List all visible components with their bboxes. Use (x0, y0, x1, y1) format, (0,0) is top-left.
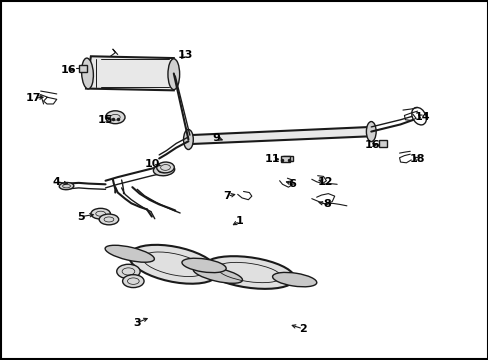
Bar (280, 156, 290, 162)
Polygon shape (203, 256, 294, 289)
Ellipse shape (59, 183, 74, 190)
Ellipse shape (117, 264, 140, 279)
Text: 9: 9 (212, 133, 220, 143)
Ellipse shape (183, 130, 193, 149)
Ellipse shape (167, 59, 179, 90)
Ellipse shape (366, 122, 375, 141)
Ellipse shape (81, 58, 93, 89)
Text: 11: 11 (264, 154, 280, 164)
Bar (378, 140, 386, 147)
Ellipse shape (105, 111, 125, 124)
Ellipse shape (157, 162, 174, 173)
Ellipse shape (272, 273, 316, 287)
Text: 10: 10 (145, 159, 160, 169)
Bar (282, 156, 293, 161)
Text: 8: 8 (323, 199, 330, 210)
Ellipse shape (122, 275, 144, 288)
Text: 1: 1 (235, 216, 243, 226)
Bar (79, 64, 87, 72)
Text: 16: 16 (61, 64, 77, 75)
Ellipse shape (182, 258, 226, 273)
Ellipse shape (411, 107, 426, 125)
Text: 14: 14 (414, 112, 429, 122)
Text: 5: 5 (77, 212, 85, 221)
Ellipse shape (193, 266, 242, 283)
Text: 6: 6 (288, 179, 296, 189)
Polygon shape (129, 245, 218, 284)
Ellipse shape (105, 245, 154, 262)
Text: 3: 3 (133, 318, 141, 328)
Ellipse shape (91, 208, 110, 219)
Text: 18: 18 (409, 154, 425, 164)
Ellipse shape (153, 164, 174, 176)
Text: 7: 7 (223, 191, 231, 201)
Text: 2: 2 (299, 324, 306, 334)
Text: 13: 13 (177, 50, 192, 60)
Text: 17: 17 (26, 93, 41, 103)
Polygon shape (86, 56, 173, 90)
Polygon shape (188, 127, 370, 144)
Ellipse shape (99, 214, 119, 225)
Text: 15: 15 (98, 115, 113, 125)
Text: 12: 12 (317, 177, 332, 187)
Text: 4: 4 (53, 177, 61, 187)
Text: 16: 16 (364, 140, 379, 150)
